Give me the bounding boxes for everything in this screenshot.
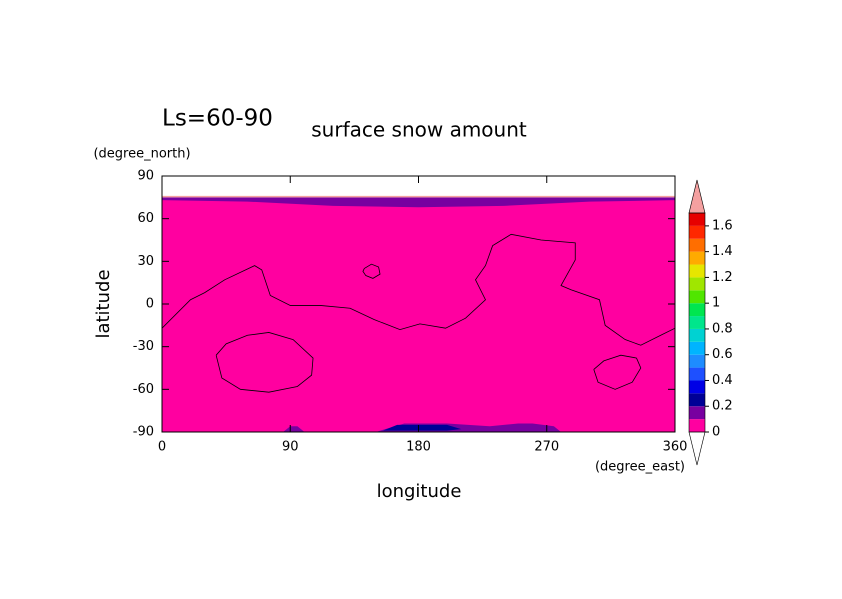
subtitle: Ls=60-90 xyxy=(162,106,273,132)
colorbar-label: 0.6 xyxy=(712,347,733,362)
colorbar-frame xyxy=(688,212,706,433)
x-tick-label: 90 xyxy=(282,440,299,455)
colorbar-box xyxy=(689,419,705,432)
filled-region xyxy=(382,424,462,431)
filled-region xyxy=(162,198,675,432)
x-unit: (degree_east) xyxy=(595,460,685,475)
axes: 0 90 180 270 360 -90 -60 -30 0 30 60 90 xyxy=(133,169,688,455)
colorbar-box xyxy=(689,316,705,329)
colorbar-box xyxy=(689,213,705,226)
x-tick-label: 270 xyxy=(534,440,559,455)
colorbar-label: 0 xyxy=(712,425,720,440)
contour-line xyxy=(162,233,675,346)
colorbar-label: 1.4 xyxy=(712,244,733,259)
colorbar-under xyxy=(688,431,706,466)
colorbar-box xyxy=(689,393,705,407)
y-tick-label: 90 xyxy=(137,169,154,184)
colorbar-box xyxy=(689,303,705,317)
contour-line xyxy=(215,332,314,393)
y-tick-label: 0 xyxy=(146,297,154,312)
y-axis-label: latitude xyxy=(93,269,114,338)
chart-title: surface snow amount xyxy=(311,118,527,142)
colorbar-box xyxy=(689,264,705,278)
colorbar-box xyxy=(689,290,705,304)
colorbar-label: 1.2 xyxy=(712,270,733,285)
colorbar-label: 0.8 xyxy=(712,321,733,336)
field xyxy=(162,195,675,432)
contour-lines xyxy=(162,233,675,393)
colorbar-box xyxy=(689,367,705,381)
colorbar-box xyxy=(689,225,705,239)
colorbar-box xyxy=(689,328,705,342)
y-tick-label: -60 xyxy=(133,382,154,397)
colorbar-label: 1 xyxy=(712,296,720,311)
contour-line xyxy=(362,263,381,279)
colorbar-label: 1.6 xyxy=(712,218,733,233)
colorbar-box xyxy=(689,380,705,394)
contour-line xyxy=(593,354,642,390)
colorbar-box xyxy=(689,277,705,291)
colorbar-box xyxy=(689,354,705,368)
colorbar: 0 0.2 0.4 0.6 0.8 1 1.2 1.4 1.6 xyxy=(688,179,733,466)
colorbar-box xyxy=(689,238,705,252)
colorbar-box xyxy=(689,251,705,265)
y-tick-label: -30 xyxy=(133,339,154,354)
x-tick-label: 180 xyxy=(406,440,431,455)
filled-region xyxy=(162,195,675,198)
filled-region xyxy=(162,197,675,208)
y-tick-label: 60 xyxy=(137,211,154,226)
x-tick-label: 0 xyxy=(158,440,166,455)
filled-region xyxy=(283,426,305,432)
colorbar-box xyxy=(689,341,705,355)
colorbar-label: 0.4 xyxy=(712,373,733,388)
y-unit: (degree_north) xyxy=(93,147,190,162)
y-tick-label: -90 xyxy=(133,425,154,440)
x-tick-label: 360 xyxy=(663,440,688,455)
y-tick-label: 30 xyxy=(137,254,154,269)
x-axis-label: longitude xyxy=(377,481,462,502)
colorbar-label: 0.2 xyxy=(712,399,733,414)
colorbar-over xyxy=(688,179,706,214)
colorbar-box xyxy=(689,406,705,420)
